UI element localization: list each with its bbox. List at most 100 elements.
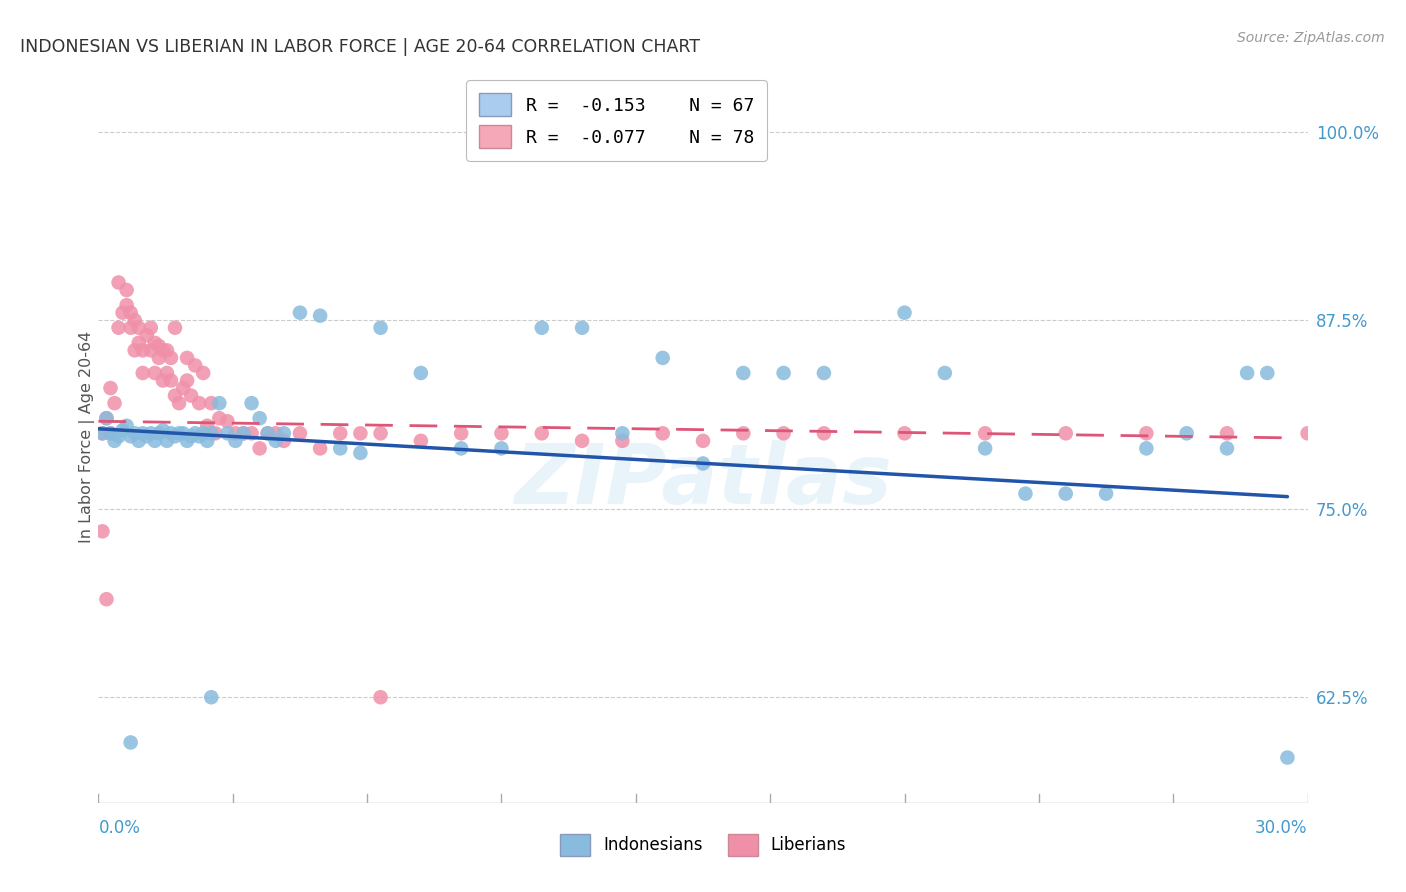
Liberians: [256, 426, 278, 441]
Indonesians: [152, 423, 174, 437]
Liberians: [772, 426, 794, 441]
Liberians: [107, 320, 129, 334]
Liberians: [195, 418, 218, 433]
Indonesians: [530, 320, 553, 334]
Indonesians: [188, 429, 211, 443]
Liberians: [167, 396, 190, 410]
Liberians: [124, 343, 146, 358]
Indonesians: [249, 411, 271, 425]
Indonesians: [256, 426, 278, 441]
Indonesians: [1135, 442, 1157, 456]
Indonesians: [974, 442, 997, 456]
Liberians: [91, 524, 114, 539]
Indonesians: [143, 434, 166, 448]
Indonesians: [1236, 366, 1258, 380]
Liberians: [692, 434, 714, 448]
Indonesians: [813, 366, 835, 380]
Liberians: [370, 690, 392, 705]
Indonesians: [934, 366, 956, 380]
Liberians: [135, 328, 157, 343]
Liberians: [176, 374, 198, 388]
Indonesians: [224, 434, 246, 448]
Liberians: [91, 426, 114, 441]
Liberians: [651, 426, 673, 441]
Liberians: [288, 426, 311, 441]
Indonesians: [409, 366, 432, 380]
Liberians: [273, 434, 295, 448]
Liberians: [120, 320, 142, 334]
Indonesians: [180, 429, 202, 443]
Indonesians: [349, 446, 371, 460]
Liberians: [163, 320, 186, 334]
Liberians: [1054, 426, 1077, 441]
Liberians: [128, 335, 150, 350]
Liberians: [450, 426, 472, 441]
Indonesians: [1256, 366, 1278, 380]
Liberians: [132, 343, 155, 358]
Text: ZIPatlas: ZIPatlas: [515, 441, 891, 522]
Liberians: [156, 366, 179, 380]
Liberians: [974, 426, 997, 441]
Indonesians: [370, 320, 392, 334]
Indonesians: [1095, 486, 1118, 500]
Liberians: [240, 426, 263, 441]
Liberians: [491, 426, 513, 441]
Liberians: [120, 306, 142, 320]
Indonesians: [733, 366, 755, 380]
Liberians: [139, 343, 162, 358]
Indonesians: [176, 434, 198, 448]
Liberians: [370, 426, 392, 441]
Indonesians: [1216, 442, 1239, 456]
Liberians: [111, 306, 134, 320]
Indonesians: [148, 426, 170, 441]
Liberians: [217, 414, 239, 428]
Legend: Indonesians, Liberians: Indonesians, Liberians: [551, 826, 855, 864]
Indonesians: [103, 434, 125, 448]
Indonesians: [115, 418, 138, 433]
Text: Source: ZipAtlas.com: Source: ZipAtlas.com: [1237, 31, 1385, 45]
Indonesians: [491, 442, 513, 456]
Liberians: [160, 374, 183, 388]
Liberians: [224, 426, 246, 441]
Liberians: [409, 434, 432, 448]
Indonesians: [184, 426, 207, 441]
Liberians: [249, 442, 271, 456]
Indonesians: [167, 426, 190, 441]
Indonesians: [288, 306, 311, 320]
Indonesians: [156, 434, 179, 448]
Indonesians: [232, 426, 254, 441]
Liberians: [184, 359, 207, 373]
Liberians: [128, 320, 150, 334]
Indonesians: [309, 309, 332, 323]
Indonesians: [139, 426, 162, 441]
Liberians: [115, 298, 138, 312]
Indonesians: [450, 442, 472, 456]
Text: 30.0%: 30.0%: [1256, 819, 1308, 837]
Liberians: [733, 426, 755, 441]
Indonesians: [120, 735, 142, 749]
Indonesians: [1054, 486, 1077, 500]
Liberians: [100, 381, 122, 395]
Indonesians: [1277, 750, 1299, 764]
Indonesians: [124, 426, 146, 441]
Indonesians: [651, 351, 673, 365]
Liberians: [309, 442, 332, 456]
Liberians: [349, 426, 371, 441]
Liberians: [1135, 426, 1157, 441]
Liberians: [100, 426, 122, 441]
Liberians: [176, 351, 198, 365]
Liberians: [264, 426, 287, 441]
Indonesians: [273, 426, 295, 441]
Liberians: [208, 411, 231, 425]
Liberians: [160, 351, 183, 365]
Liberians: [193, 366, 215, 380]
Indonesians: [200, 426, 222, 441]
Liberians: [152, 343, 174, 358]
Liberians: [163, 389, 186, 403]
Text: INDONESIAN VS LIBERIAN IN LABOR FORCE | AGE 20-64 CORRELATION CHART: INDONESIAN VS LIBERIAN IN LABOR FORCE | …: [20, 38, 700, 56]
Indonesians: [217, 426, 239, 441]
Indonesians: [135, 429, 157, 443]
Liberians: [180, 389, 202, 403]
Indonesians: [200, 690, 222, 705]
Liberians: [612, 434, 634, 448]
